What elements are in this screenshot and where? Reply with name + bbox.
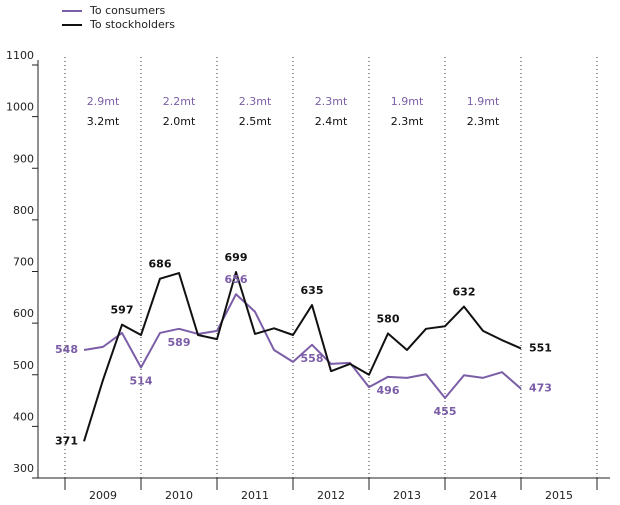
y-tick-label: 300 <box>13 462 34 475</box>
year-total: 2.5mt <box>239 115 272 128</box>
x-tick-label: 2015 <box>545 489 573 502</box>
year-total: 2.3mt <box>391 115 424 128</box>
year-total: 2.3mt <box>315 95 348 108</box>
data-label: 589 <box>168 336 191 349</box>
data-label: 473 <box>529 382 552 395</box>
data-label: 580 <box>377 312 400 325</box>
y-tick-label: 900 <box>13 152 34 165</box>
year-total: 2.0mt <box>163 115 196 128</box>
legend-label: To consumers <box>89 4 166 17</box>
x-tick-label: 2013 <box>393 489 421 502</box>
year-total: 1.9mt <box>467 95 500 108</box>
data-label: 635 <box>301 284 324 297</box>
year-total: 1.9mt <box>391 95 424 108</box>
data-label: 632 <box>453 286 476 299</box>
year-total: 2.9mt <box>87 95 120 108</box>
data-label: 548 <box>55 343 78 356</box>
year-total: 2.4mt <box>315 115 348 128</box>
legend-label: To stockholders <box>89 18 175 31</box>
data-label: 455 <box>434 405 457 418</box>
x-tick-label: 2014 <box>469 489 497 502</box>
data-label: 551 <box>529 341 552 354</box>
series-line <box>83 271 522 442</box>
data-label: 514 <box>130 375 153 388</box>
x-tick-label: 2011 <box>241 489 269 502</box>
y-tick-label: 800 <box>13 204 34 217</box>
y-tick-label: 400 <box>13 410 34 423</box>
y-tick-label: 700 <box>13 256 34 269</box>
y-tick-label: 1100 <box>6 49 34 62</box>
year-total: 2.3mt <box>467 115 500 128</box>
data-label: 656 <box>225 273 248 286</box>
y-tick-label: 1000 <box>6 101 34 114</box>
data-label: 686 <box>149 258 172 271</box>
y-tick-label: 600 <box>13 307 34 320</box>
data-label: 699 <box>225 251 248 264</box>
data-label: 371 <box>55 434 78 447</box>
x-tick-label: 2010 <box>165 489 193 502</box>
series-line <box>83 293 522 399</box>
data-label: 558 <box>301 352 324 365</box>
year-total: 2.2mt <box>163 95 196 108</box>
x-tick-label: 2009 <box>89 489 117 502</box>
year-total: 2.3mt <box>239 95 272 108</box>
x-tick-label: 2012 <box>317 489 345 502</box>
y-tick-label: 500 <box>13 359 34 372</box>
year-total: 3.2mt <box>87 115 120 128</box>
data-label: 597 <box>111 304 134 317</box>
data-label: 496 <box>377 384 400 397</box>
